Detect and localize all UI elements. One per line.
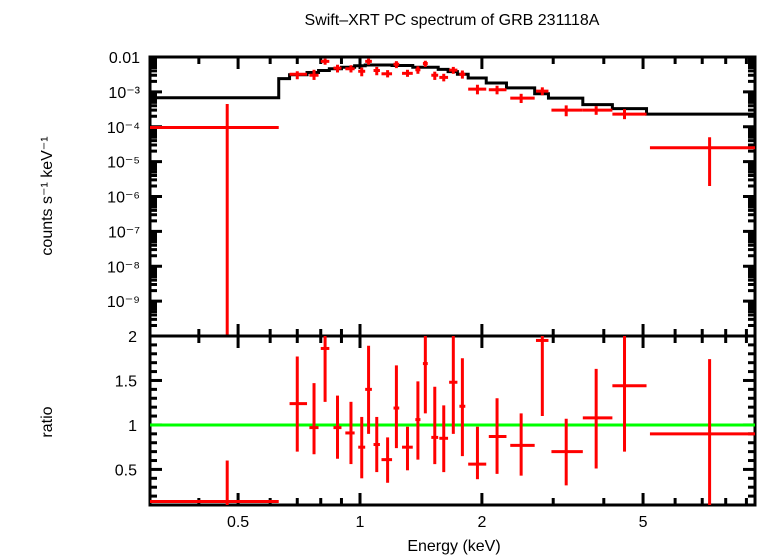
chart-title: Swift–XRT PC spectrum of GRB 231118A: [305, 12, 600, 29]
ratio-data-point: [488, 398, 507, 474]
y-axis-label-ratio: ratio: [39, 406, 56, 437]
y-tick-label-spectrum: 10⁻⁸: [107, 259, 140, 276]
y-tick-label-spectrum: 10⁻⁶: [107, 190, 140, 207]
spectrum-data-point: [582, 106, 613, 115]
ratio-data-point: [345, 401, 355, 465]
y-axis-label-spectrum: counts s⁻¹ keV⁻¹: [39, 136, 56, 255]
y-tick-label-ratio: 1.5: [115, 373, 137, 390]
spectrum-data-point: [320, 58, 330, 65]
spectrum-data-point: [345, 65, 355, 73]
spectrum-data-point: [402, 69, 413, 77]
x-tick-label: 1: [356, 514, 365, 531]
y-tick-label-spectrum: 10⁻⁴: [107, 120, 140, 137]
spectrum-data-point: [358, 67, 366, 77]
spectrum-data-point: [289, 71, 308, 80]
spectrum-data-point: [449, 66, 458, 74]
spectrum-data-point: [422, 60, 428, 67]
x-tick-label: 2: [477, 514, 486, 531]
model-step-line: [150, 63, 757, 148]
ratio-data-point: [422, 336, 428, 414]
x-tick-label: 0.5: [227, 514, 249, 531]
ratio-data-point: [289, 356, 308, 452]
y-tick-label-spectrum: 10⁻⁵: [107, 155, 140, 172]
spectrum-data-point: [488, 85, 507, 95]
spectrum-data-point: [431, 71, 439, 80]
ratio-data-point: [439, 405, 449, 473]
ratio-data-point: [535, 336, 549, 417]
ratio-data-point: [510, 413, 535, 476]
ratio-data-point: [459, 358, 466, 457]
ratio-data-point: [449, 336, 458, 434]
spectrum-data-point: [459, 70, 466, 79]
spectrum-data-point: [309, 69, 319, 80]
y-tick-label-ratio: 1: [128, 418, 137, 435]
spectrum-data-point: [381, 70, 393, 78]
ratio-data-point: [309, 383, 319, 455]
ratio-data-point: [150, 460, 279, 505]
ratio-data-point: [365, 345, 372, 434]
ratio-data-point: [551, 418, 583, 486]
spectrum-data-point: [535, 87, 549, 96]
spectrum-data-point: [439, 73, 449, 82]
spectrum-data-point: [150, 103, 279, 336]
spectrum-panel: 0.01 10⁻³ 10⁻⁴ 10⁻⁵ 10⁻⁶ 10⁻⁷ 10⁻⁸ 10⁻⁹: [107, 50, 757, 338]
ratio-data-point: [431, 386, 439, 465]
y-tick-label-spectrum: 10⁻⁹: [107, 294, 140, 311]
ratio-data-point: [415, 381, 421, 460]
spectrum-data-point: [365, 58, 372, 65]
ratio-data-point: [612, 336, 647, 452]
ratio-data-point: [333, 395, 342, 459]
y-tick-label-ratio: 2: [128, 329, 137, 346]
spectrum-data-point: [649, 137, 755, 187]
ratio-data-point: [393, 365, 400, 449]
spectrum-data-point: [333, 64, 342, 73]
spectrum-data-point: [468, 84, 487, 95]
ratio-data-point: [468, 426, 487, 480]
y-tick-label-spectrum: 10⁻³: [108, 85, 140, 102]
x-axis-label: Energy (keV): [407, 538, 500, 555]
ratio-data-point: [582, 368, 613, 469]
y-tick-label-ratio: 0.5: [115, 462, 137, 479]
ratio-data-point: [373, 416, 380, 473]
spectrum-data-point: [415, 66, 421, 74]
y-tick-label-spectrum: 10⁻⁷: [108, 224, 140, 241]
ratio-panel: 0.5 1 2 5 2 1.5 1 0.5: [115, 324, 757, 531]
ratio-data-point: [402, 426, 413, 471]
spectrum-data-point: [612, 109, 647, 120]
spectrum-data-point: [393, 61, 400, 69]
ratio-data-point: [649, 359, 755, 505]
spectrum-data-point: [551, 105, 583, 117]
x-tick-label: 5: [639, 514, 648, 531]
ratio-data-point: [358, 416, 366, 479]
ratio-data-point: [320, 336, 330, 402]
y-tick-label-spectrum: 0.01: [109, 50, 140, 67]
spectrum-data-point: [510, 93, 535, 103]
ratio-data-point: [381, 437, 393, 483]
spectrum-data-point: [373, 66, 380, 76]
